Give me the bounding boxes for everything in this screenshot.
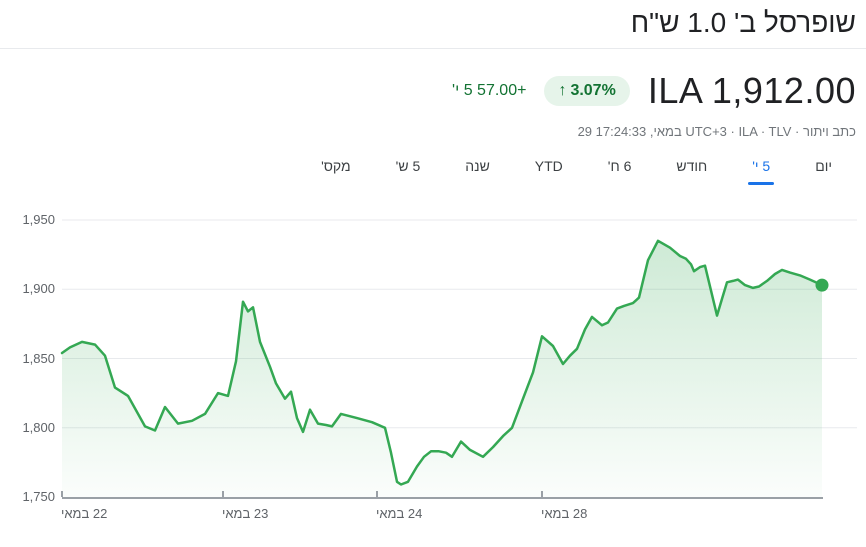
percent-change-badge: 3.07% ↑ bbox=[544, 76, 630, 106]
tab-5d[interactable]: 5 י' bbox=[752, 158, 771, 174]
time-range-tabbar: יום 5 י' חודש 6 ח' YTD שנה 5 ש' מקס' bbox=[321, 158, 832, 176]
y-axis-label: 1,750 bbox=[22, 489, 55, 504]
absolute-change-label: +57.00 5 י' bbox=[452, 82, 527, 99]
up-arrow-icon: ↑ bbox=[558, 82, 567, 99]
header-divider bbox=[0, 48, 866, 49]
price-line bbox=[60, 239, 824, 486]
tab-1m[interactable]: חודש bbox=[676, 158, 708, 174]
quote-meta: 29 במאי, 17:24:33 UTC+3 · ILA · TLV · כת… bbox=[578, 124, 856, 139]
x-axis-label: 28 במאי bbox=[541, 506, 588, 521]
x-axis bbox=[61, 491, 823, 499]
x-axis-label: 23 במאי bbox=[222, 506, 269, 521]
y-axis-label: 1,900 bbox=[22, 281, 55, 297]
tab-6m[interactable]: 6 ח' bbox=[607, 158, 632, 174]
area-fill bbox=[62, 240, 822, 498]
last-price-dot bbox=[815, 278, 829, 292]
percent-change-value: 3.07% bbox=[570, 82, 616, 99]
tab-ytd[interactable]: YTD bbox=[534, 158, 563, 174]
price-row: ILA 1,912.00 3.07% ↑ +57.00 5 י' bbox=[452, 70, 856, 112]
stock-price: ILA 1,912.00 bbox=[647, 70, 856, 111]
disclaimer-link[interactable]: כתב ויתור bbox=[803, 124, 856, 139]
meta-separator: · bbox=[791, 124, 803, 139]
tab-max[interactable]: מקס' bbox=[321, 158, 351, 174]
tab-1y[interactable]: שנה bbox=[465, 158, 490, 174]
y-axis-label: 1,950 bbox=[22, 212, 55, 227]
x-axis-label: 22 במאי bbox=[61, 506, 108, 521]
y-axis-label: 1,800 bbox=[22, 419, 55, 435]
x-axis-label: 24 במאי bbox=[376, 506, 423, 521]
tab-5y[interactable]: 5 ש' bbox=[395, 158, 421, 174]
tab-1d[interactable]: יום bbox=[815, 158, 832, 174]
y-axis-label: 1,850 bbox=[22, 350, 55, 366]
page-title: שופרסל ב' 1.0 ש"ח bbox=[630, 7, 856, 38]
timestamp-exchange-info: 29 במאי, 17:24:33 UTC+3 · ILA · TLV bbox=[577, 124, 792, 139]
